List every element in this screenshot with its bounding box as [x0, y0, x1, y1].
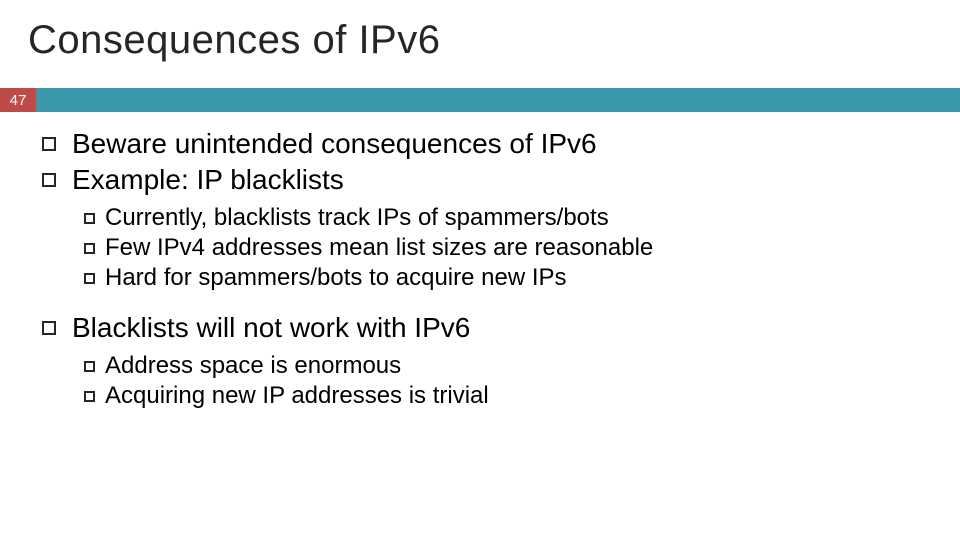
- square-bullet-icon: [84, 273, 95, 284]
- sub-bullet-group: Address space is enormous Acquiring new …: [84, 352, 920, 410]
- bullet-text: Blacklists will not work with IPv6: [72, 312, 470, 344]
- bullet-level2: Address space is enormous: [84, 352, 920, 380]
- square-bullet-icon: [42, 173, 56, 187]
- bullet-text: Beware unintended consequences of IPv6: [72, 128, 597, 160]
- slide-content: Beware unintended consequences of IPv6 E…: [42, 128, 920, 430]
- bullet-level1: Blacklists will not work with IPv6: [42, 312, 920, 344]
- sub-bullet-group: Currently, blacklists track IPs of spamm…: [84, 204, 920, 292]
- accent-bar: [0, 88, 960, 112]
- bullet-text: Few IPv4 addresses mean list sizes are r…: [105, 234, 653, 262]
- bullet-text: Example: IP blacklists: [72, 164, 344, 196]
- bullet-level2: Hard for spammers/bots to acquire new IP…: [84, 264, 920, 292]
- square-bullet-icon: [84, 243, 95, 254]
- bullet-level2: Acquiring new IP addresses is trivial: [84, 382, 920, 410]
- bullet-level2: Currently, blacklists track IPs of spamm…: [84, 204, 920, 232]
- square-bullet-icon: [84, 213, 95, 224]
- bullet-text: Acquiring new IP addresses is trivial: [105, 382, 489, 410]
- bullet-text: Address space is enormous: [105, 352, 401, 380]
- bullet-level2: Few IPv4 addresses mean list sizes are r…: [84, 234, 920, 262]
- slide-title: Consequences of IPv6: [28, 18, 440, 63]
- bullet-level1: Example: IP blacklists: [42, 164, 920, 196]
- page-number-badge: 47: [0, 88, 36, 112]
- bullet-text: Currently, blacklists track IPs of spamm…: [105, 204, 609, 232]
- bullet-level1: Beware unintended consequences of IPv6: [42, 128, 920, 160]
- square-bullet-icon: [42, 137, 56, 151]
- square-bullet-icon: [84, 391, 95, 402]
- square-bullet-icon: [42, 321, 56, 335]
- bullet-text: Hard for spammers/bots to acquire new IP…: [105, 264, 567, 292]
- square-bullet-icon: [84, 361, 95, 372]
